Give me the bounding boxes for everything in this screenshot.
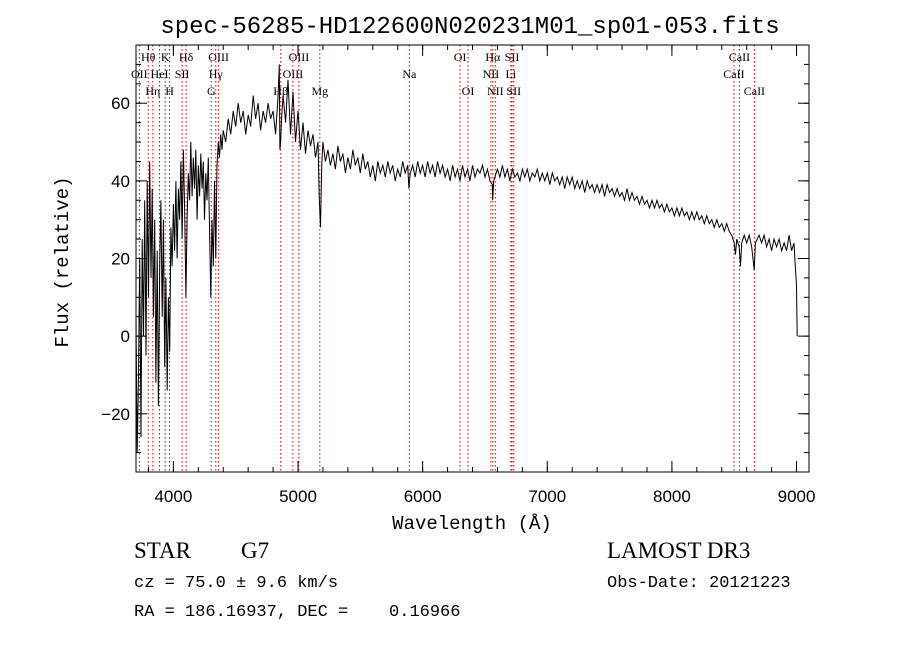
spectral-line-label: OII [131,67,148,81]
spectral-line-label: H [165,84,174,98]
y-axis-label: Flux (relative) [52,176,74,347]
spectral-line-label: NII [483,67,500,81]
spectral-line-label: Hη [145,84,160,98]
survey-name: LAMOST DR3 [607,538,751,563]
x-tick-label: 8000 [653,487,691,506]
plot-frame [135,44,810,473]
x-axis-label: Wavelength (Å) [392,513,552,535]
spectral-line-label: Hθ [141,50,156,64]
spectral-line-label: K [161,50,170,64]
x-tick-label: 9000 [778,487,816,506]
y-tick-label: 60 [111,94,130,113]
object-class: STAR [134,538,191,563]
spectral-line-label: HeI [151,67,169,81]
spectral-line-label: CaII [723,67,744,81]
y-tick-label: 40 [111,172,130,191]
spectral-line-label: SII [506,84,521,98]
spectral-line-label: SII [175,67,190,81]
spectral-line-label: OIII [289,50,310,64]
y-tick-label: 0 [121,327,130,346]
spectral-line-label: NII [487,84,504,98]
y-tick-label: 20 [111,250,130,269]
spectral-line-label: Hδ [179,50,194,64]
object-subclass: G7 [241,538,270,563]
spectral-line-label: SII [505,50,520,64]
spectral-line-label: OI [454,50,467,64]
coordinates: RA = 186.16937, DEC = 0.16966 [134,603,461,622]
spectral-line-label: Hβ [273,84,288,98]
spectral-line-label: Hα [485,50,501,64]
spectrum-trace [135,64,798,453]
spectrum-trace-group [135,64,798,453]
spectral-line-label: Li [506,67,517,81]
axes: 4000 5000 6000 7000 8000 9000 −20 0 20 40 60 [101,44,816,506]
x-tick-label: 7000 [528,487,566,506]
observation-date: Obs-Date: 20121223 [607,574,791,593]
chart-title: spec-56285-HD122600N020231M01_sp01-053.f… [160,14,779,41]
x-tick-label: 5000 [279,487,317,506]
spectral-line-label: OI [462,84,475,98]
spectral-line-label: OIII [208,50,229,64]
x-tick-label: 4000 [154,487,192,506]
y-tick-label: −20 [101,405,130,424]
redshift-cz: cz = 75.0 ± 9.6 km/s [134,574,339,593]
spectral-line-label: CaII [744,84,765,98]
spectral-line-label: CaII [729,50,750,64]
spectral-line-label: Na [402,67,417,81]
spectral-line-label: OIII [283,67,304,81]
spectral-line-label: Hγ [209,67,224,81]
spectral-line-label: G [207,84,216,98]
spectral-line-label: Mg [311,84,328,98]
x-tick-label: 6000 [404,487,442,506]
